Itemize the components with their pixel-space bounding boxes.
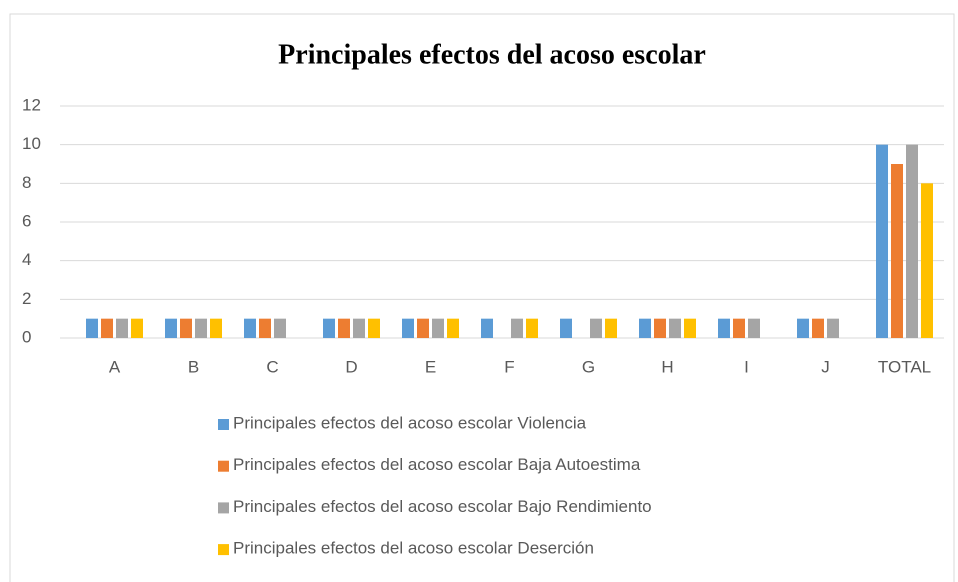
bar xyxy=(210,318,222,338)
bar xyxy=(526,318,538,338)
bar xyxy=(639,318,651,338)
x-tick-label: D xyxy=(345,357,357,376)
bar xyxy=(812,318,824,338)
x-tick-label: H xyxy=(661,357,673,376)
y-tick-label: 8 xyxy=(22,173,31,192)
y-tick-label: 10 xyxy=(22,134,41,153)
x-tick-label: B xyxy=(188,357,199,376)
bar xyxy=(353,318,365,338)
x-tick-label: A xyxy=(109,357,121,376)
x-tick-label: I xyxy=(744,357,749,376)
chart-border xyxy=(9,13,955,582)
bar xyxy=(684,318,696,338)
x-tick-label: J xyxy=(821,357,830,376)
legend-swatch xyxy=(218,419,229,430)
bar xyxy=(165,318,177,338)
bar xyxy=(131,318,143,338)
bar xyxy=(560,318,572,338)
bar xyxy=(891,164,903,338)
bar xyxy=(338,318,350,338)
x-tick-label: F xyxy=(504,357,514,376)
bar xyxy=(244,318,256,338)
bar xyxy=(402,318,414,338)
x-tick-label: E xyxy=(425,357,436,376)
bar xyxy=(827,318,839,338)
bar xyxy=(447,318,459,338)
bar xyxy=(259,318,271,338)
bar xyxy=(101,318,113,338)
bar xyxy=(180,318,192,338)
bar xyxy=(274,318,286,338)
bar xyxy=(733,318,745,338)
bar xyxy=(86,318,98,338)
x-tick-label: TOTAL xyxy=(878,357,931,376)
bar xyxy=(797,318,809,338)
bar xyxy=(481,318,493,338)
bar xyxy=(432,318,444,338)
bar xyxy=(116,318,128,338)
legend-swatch xyxy=(218,460,229,472)
legend-label: Principales efectos del acoso escolar Vi… xyxy=(233,413,587,432)
legend-label: Principales efectos del acoso escolar De… xyxy=(233,539,594,558)
legend-swatch xyxy=(218,502,229,514)
chart-title: Principales efectos del acoso escolar xyxy=(278,39,706,70)
y-tick-label: 6 xyxy=(22,211,31,230)
y-tick-label: 12 xyxy=(22,95,41,114)
bar xyxy=(718,318,730,338)
bar xyxy=(417,318,429,338)
y-tick-label: 0 xyxy=(22,327,31,346)
bar xyxy=(921,183,933,338)
bar xyxy=(605,318,617,338)
bar xyxy=(876,144,888,338)
bar xyxy=(511,318,523,338)
legend-label: Principales efectos del acoso escolar Ba… xyxy=(233,497,652,516)
bar xyxy=(323,318,335,338)
bar xyxy=(368,318,380,338)
y-tick-label: 2 xyxy=(22,289,31,308)
bar xyxy=(590,318,602,338)
legend-swatch xyxy=(218,544,229,556)
bar xyxy=(906,144,918,338)
x-tick-label: G xyxy=(582,357,595,376)
legend-label: Principales efectos del acoso escolar Ba… xyxy=(233,455,641,474)
bar xyxy=(669,318,681,338)
y-tick-label: 4 xyxy=(22,250,31,269)
bar xyxy=(654,318,666,338)
bar xyxy=(748,318,760,338)
bar xyxy=(195,318,207,338)
x-tick-label: C xyxy=(266,357,278,376)
